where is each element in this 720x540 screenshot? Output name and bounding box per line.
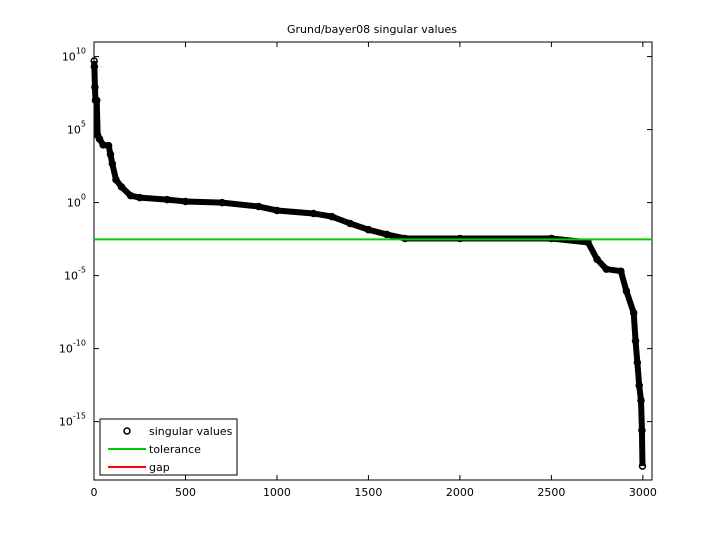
- data-point: [104, 141, 113, 150]
- data-point: [163, 195, 171, 204]
- data-point: [633, 358, 642, 367]
- x-tick-label: 2500: [537, 486, 565, 499]
- data-point: [622, 287, 631, 295]
- data-point: [309, 209, 318, 218]
- chart-title: Grund/bayer08 singular values: [287, 23, 457, 36]
- y-tick-label: 10-15: [59, 412, 86, 429]
- data-point: [91, 83, 99, 91]
- data-point: [382, 230, 391, 239]
- data-point: [638, 462, 647, 470]
- data-point: [92, 96, 101, 105]
- y-tick-label: 100: [67, 193, 86, 210]
- x-tick-label: 1000: [263, 486, 291, 499]
- data-point: [629, 309, 638, 317]
- x-tick-label: 0: [91, 486, 98, 499]
- data-point: [638, 426, 646, 435]
- data-point: [631, 337, 640, 345]
- data-point: [181, 197, 190, 206]
- data-point: [106, 150, 115, 159]
- x-tick-label: 500: [175, 486, 196, 499]
- data-point: [135, 193, 144, 202]
- legend-label: gap: [149, 461, 170, 474]
- y-tick-label: 1010: [62, 47, 86, 64]
- data-point: [593, 255, 601, 264]
- data-point: [254, 202, 263, 211]
- data-point: [617, 267, 625, 275]
- data-point: [637, 396, 645, 405]
- data-point: [364, 225, 373, 234]
- data-point: [328, 212, 336, 221]
- legend-marker: [123, 427, 131, 435]
- legend-label: tolerance: [149, 443, 201, 456]
- data-point: [602, 265, 611, 273]
- x-tick-label: 3000: [629, 486, 657, 499]
- data-point: [635, 381, 643, 390]
- x-tick-label: 2000: [446, 486, 474, 499]
- y-tick-label: 105: [67, 120, 86, 137]
- data-point: [90, 63, 99, 71]
- legend-label: singular values: [149, 425, 233, 438]
- data-point: [95, 135, 104, 143]
- data-point: [108, 159, 117, 168]
- x-tick-label: 1500: [354, 486, 382, 499]
- y-tick-label: 10-10: [59, 339, 86, 356]
- y-tick-label: 10-5: [64, 266, 86, 283]
- data-point: [117, 183, 126, 191]
- data-point: [126, 191, 135, 200]
- data-point: [273, 206, 281, 215]
- data-point: [218, 198, 226, 207]
- data-point: [112, 175, 120, 184]
- legend-box: [99, 418, 238, 476]
- data-point: [346, 219, 354, 228]
- plot-area: [93, 41, 653, 481]
